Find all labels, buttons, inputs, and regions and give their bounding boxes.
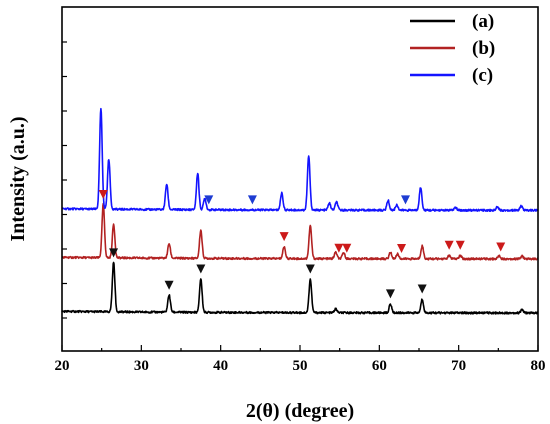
peak-marker [397,243,407,253]
series-line-3 [61,107,539,212]
peak-marker [417,284,427,294]
x-tick-label: 60 [372,358,387,374]
x-tick-label: 30 [134,358,149,374]
x-tick-label: 20 [55,358,70,374]
peak-marker [196,264,206,274]
peak-marker [204,195,214,205]
peak-marker [496,242,506,252]
peak-marker [334,243,344,253]
peak-marker [305,264,315,274]
peak-marker [164,280,174,290]
traces [61,107,539,315]
peak-marker [98,190,108,199]
peak-marker [385,289,395,299]
series-line-2 [61,202,539,261]
peak-marker [247,195,257,205]
y-axis-title: Intensity (a.u.) [7,116,29,241]
peak-marker [455,240,465,250]
plot-frame [61,6,539,352]
x-tick-label: 80 [531,358,546,374]
legend-label: (a) [472,11,494,32]
x-axis: 20 30 40 50 60 70 80 [55,345,546,374]
peak-marker [444,240,454,250]
x-tick-label: 40 [213,358,228,374]
peak-marker [401,195,411,205]
x-axis-title: 2(θ) (degree) [246,400,354,422]
x-tick-label: 70 [451,358,466,374]
y-axis [62,41,67,319]
peak-marker [279,232,289,242]
peak-marker [109,248,119,258]
peak-marker [342,243,352,253]
legend: (a) (b) (c) [410,11,495,86]
peak-markers [98,190,506,299]
legend-label: (b) [472,38,495,59]
series-line-1 [61,261,539,315]
x-tick-label: 50 [293,358,308,374]
legend-label: (c) [472,65,493,86]
